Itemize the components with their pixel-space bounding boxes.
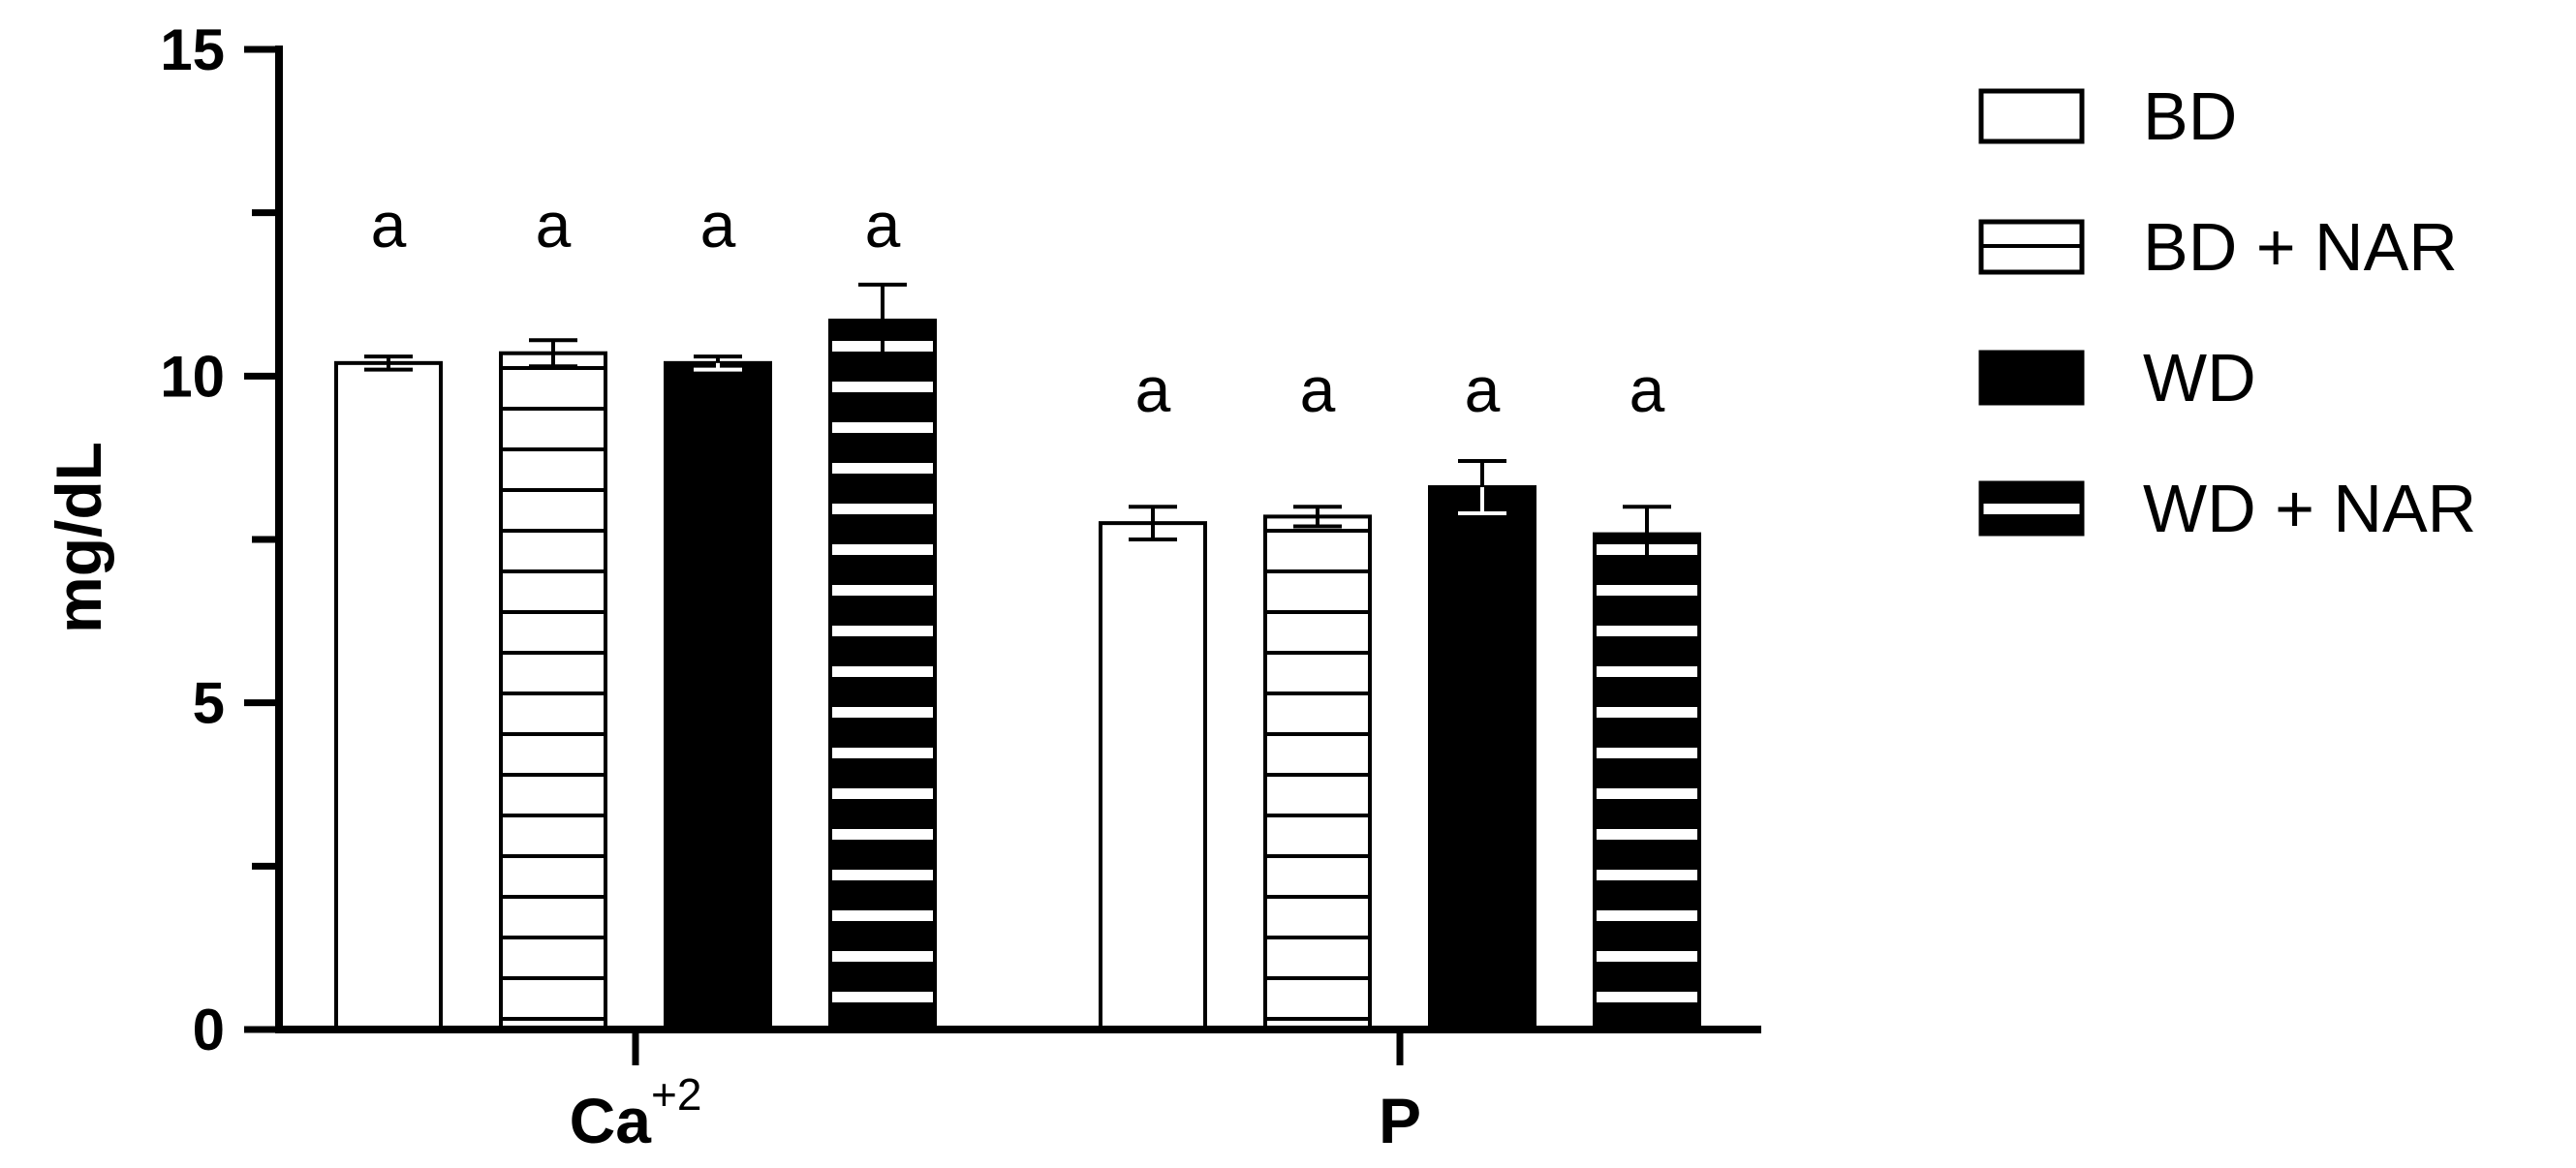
significance-label: a xyxy=(1300,353,1336,425)
legend-swatch xyxy=(1978,88,2085,144)
bar xyxy=(828,318,937,1031)
legend-swatch xyxy=(1978,480,2085,537)
y-ticks-group: 0 5 10 15 xyxy=(160,17,279,1062)
bar xyxy=(1263,514,1372,1031)
legend-label: BD xyxy=(2143,78,2237,154)
legend-swatch xyxy=(1978,219,2085,275)
bar xyxy=(499,351,607,1032)
y-axis: 0 5 10 15 xyxy=(160,17,283,1062)
x-category-label: P xyxy=(1379,1085,1421,1156)
y-tick-label: 5 xyxy=(193,671,225,736)
bar xyxy=(1099,521,1207,1031)
x-ticks-group: Ca+2 P xyxy=(570,1030,1421,1156)
legend-label: WD xyxy=(2143,340,2256,415)
significance-label: a xyxy=(1135,353,1171,425)
legend-item: WD + NAR xyxy=(1978,471,2476,546)
x-category-label: Ca+2 xyxy=(570,1069,702,1156)
significance-label: a xyxy=(1465,353,1501,425)
y-axis-title: mg/dL xyxy=(43,442,114,633)
x-axis: Ca+2 P xyxy=(275,1026,1761,1156)
significance-labels-group: a a a a a a a a xyxy=(371,189,1665,425)
plot-area: a a a a a a a a xyxy=(334,189,1701,1032)
bars-group xyxy=(334,318,1701,1032)
bar xyxy=(1428,485,1536,1031)
bar xyxy=(664,360,772,1031)
significance-label: a xyxy=(1629,353,1665,425)
y-tick-label: 0 xyxy=(193,998,225,1062)
y-tick-label: 10 xyxy=(160,344,225,409)
significance-label: a xyxy=(700,189,736,261)
legend-item: BD + NAR xyxy=(1978,209,2458,285)
bar xyxy=(334,360,443,1031)
bar xyxy=(1593,532,1701,1031)
legend-item: WD xyxy=(1978,340,2256,415)
significance-label: a xyxy=(865,189,901,261)
legend-label: WD + NAR xyxy=(2143,471,2476,546)
error-bars-group xyxy=(364,282,1671,564)
legend-swatch xyxy=(1978,350,2085,406)
x-category-superscript: +2 xyxy=(651,1069,701,1120)
significance-label: a xyxy=(371,189,407,261)
legend: BD BD + NAR WD WD + NAR xyxy=(1978,78,2476,546)
y-tick-label: 15 xyxy=(160,17,225,82)
legend-label: BD + NAR xyxy=(2143,209,2458,285)
significance-label: a xyxy=(536,189,572,261)
legend-item: BD xyxy=(1978,78,2237,154)
